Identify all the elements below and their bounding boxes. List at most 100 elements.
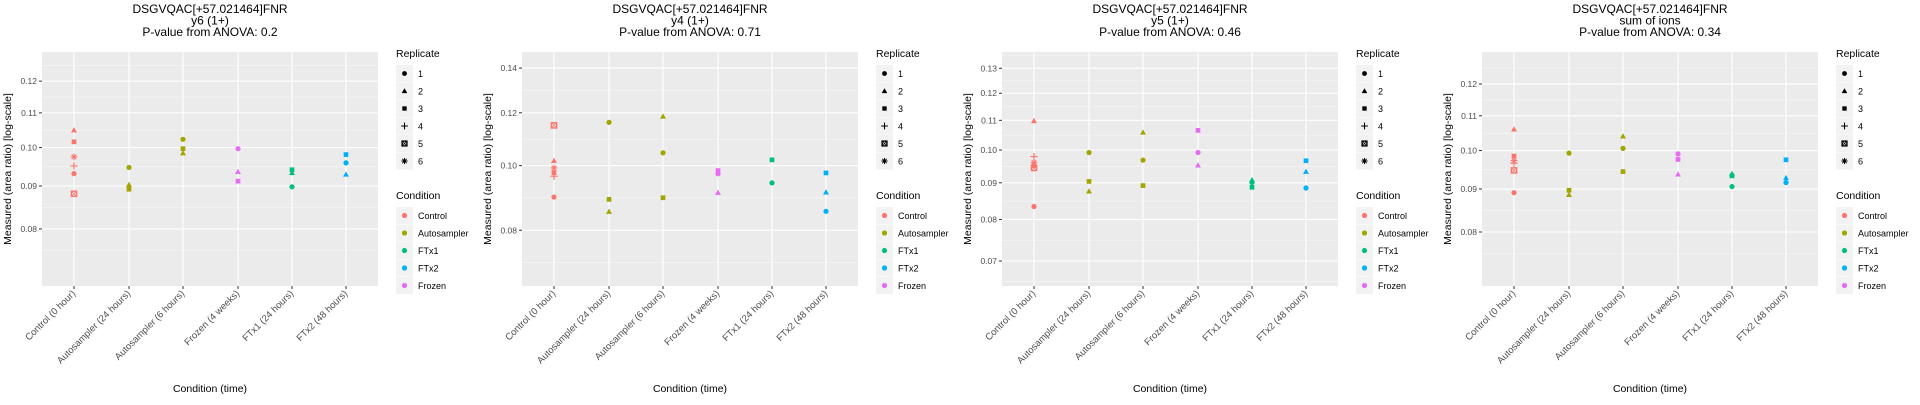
data-point xyxy=(715,189,721,195)
data-point xyxy=(1030,158,1038,166)
data-point xyxy=(1086,179,1092,184)
legend-replicate-symbol-square xyxy=(402,106,407,111)
chart-title: DSGVQAC[+57.021464]FNR xyxy=(132,2,287,16)
legend-replicate-symbol-circle xyxy=(402,71,407,76)
legend-condition-swatch xyxy=(1841,265,1848,271)
x-tick-label: FTx1 (24 hours) xyxy=(721,288,777,344)
data-point xyxy=(1511,153,1517,159)
legend-condition-swatch xyxy=(1361,265,1368,271)
legend-replicate-symbol-plus xyxy=(1841,122,1848,130)
data-point xyxy=(550,172,558,180)
legend-condition-label: FTx1 xyxy=(418,246,439,256)
legend-condition-swatch xyxy=(1361,282,1368,289)
legend-replicate-symbol-circle xyxy=(882,71,887,76)
data-point xyxy=(660,113,666,119)
chart-title: DSGVQAC[+57.021464]FNR xyxy=(1092,2,1247,16)
data-point xyxy=(1566,191,1572,197)
data-point xyxy=(606,208,612,214)
data-point xyxy=(70,153,78,161)
x-tick-label: Frozen (4 weeks) xyxy=(662,288,722,348)
y-tick-label: 0.11 xyxy=(21,108,37,118)
legend-replicate-label: 5 xyxy=(1378,139,1383,149)
data-point xyxy=(1675,157,1681,162)
legend-condition-label: Frozen xyxy=(898,281,926,291)
y-tick-label: 0.10 xyxy=(1460,146,1477,156)
data-point xyxy=(126,181,132,188)
y-tick-label: 0.08 xyxy=(1460,227,1477,237)
y-tick-label: 0.08 xyxy=(980,214,997,224)
data-point xyxy=(823,170,829,176)
data-point xyxy=(1249,179,1255,186)
data-point xyxy=(606,119,612,125)
legend-condition-title: Condition xyxy=(396,190,441,202)
legend-condition-label: Control xyxy=(1858,211,1887,221)
legend-replicate-symbol-triangle xyxy=(401,88,408,94)
legend-replicate-label: 6 xyxy=(1858,157,1863,167)
plot-background xyxy=(522,52,858,286)
square-cross xyxy=(401,140,408,147)
legend-condition-swatch xyxy=(1361,247,1368,254)
anova-pvalue: P-value from ANOVA: 0.46 xyxy=(1099,25,1241,39)
legend-replicate-label: 5 xyxy=(418,139,423,149)
data-point xyxy=(715,168,721,173)
square-outline xyxy=(1510,167,1518,174)
data-point xyxy=(126,186,132,192)
data-point xyxy=(1783,174,1789,181)
data-point xyxy=(289,184,295,190)
y-tick-label: 0.10 xyxy=(20,143,37,153)
data-point xyxy=(1620,145,1626,151)
legend-replicate-symbol-square xyxy=(882,106,887,111)
legend-replicate-symbol-circle xyxy=(1362,71,1367,76)
legend-replicate-label: 2 xyxy=(898,87,903,97)
legend-replicate-title: Replicate xyxy=(876,48,920,60)
legend-replicate-label: 4 xyxy=(898,122,903,132)
legend-replicate-title: Replicate xyxy=(1836,48,1880,60)
legend-replicate-symbol-square-x xyxy=(401,140,408,147)
legend-replicate-label: 6 xyxy=(1378,157,1383,167)
legend-replicate-label: 5 xyxy=(898,139,903,149)
anova-pvalue: P-value from ANOVA: 0.2 xyxy=(142,25,277,39)
x-tick-label: Frozen (4 weeks) xyxy=(1142,288,1202,348)
legend-replicate-label: 6 xyxy=(898,157,903,167)
legend-replicate-label: 5 xyxy=(1858,139,1863,149)
legend-condition-label: FTx2 xyxy=(1858,264,1879,274)
data-point xyxy=(1086,188,1092,194)
square-outline xyxy=(1841,140,1848,147)
legend-replicate-title: Replicate xyxy=(396,48,440,60)
x-tick-label: FTx1 (24 hours) xyxy=(1681,288,1737,344)
legend-condition-title: Condition xyxy=(876,190,921,202)
x-tick-label: FTx1 (24 hours) xyxy=(241,288,297,344)
chart-subtitle: sum of ions xyxy=(1619,14,1680,28)
y-tick-label: 0.07 xyxy=(980,256,997,266)
legend-replicate-symbol-plus xyxy=(881,122,888,130)
legend-condition-label: FTx1 xyxy=(1858,246,1879,256)
legend-condition-label: Autosampler xyxy=(898,229,949,239)
square-outline xyxy=(401,140,408,147)
square-cross xyxy=(1031,165,1037,171)
x-tick-label: Control (0 hour) xyxy=(23,288,78,343)
x-tick-label: Frozen (4 weeks) xyxy=(182,288,242,348)
y-tick-label: 0.14 xyxy=(500,63,517,73)
square-outline xyxy=(70,190,78,198)
data-point xyxy=(1140,129,1146,135)
legend-condition-swatch xyxy=(401,212,408,219)
legend-condition-swatch xyxy=(881,230,888,236)
data-point xyxy=(71,127,77,133)
legend-replicate-symbol-triangle xyxy=(881,88,888,94)
data-point xyxy=(343,152,349,157)
legend-condition-label: FTx2 xyxy=(1378,264,1399,274)
legend-replicate-symbol-plus xyxy=(401,122,408,130)
square-cross xyxy=(881,140,888,147)
data-point xyxy=(1195,162,1201,168)
data-point xyxy=(1566,150,1572,156)
square-cross xyxy=(1841,140,1848,147)
x-axis-title: Condition (time) xyxy=(1613,383,1687,395)
data-point xyxy=(1031,203,1037,210)
data-point xyxy=(606,197,612,202)
legend-condition-swatch xyxy=(1841,247,1848,254)
legend-replicate-symbol-triangle xyxy=(1361,88,1368,94)
legend-replicate-label: 4 xyxy=(1378,122,1383,132)
legend-condition-swatch xyxy=(1841,230,1848,236)
